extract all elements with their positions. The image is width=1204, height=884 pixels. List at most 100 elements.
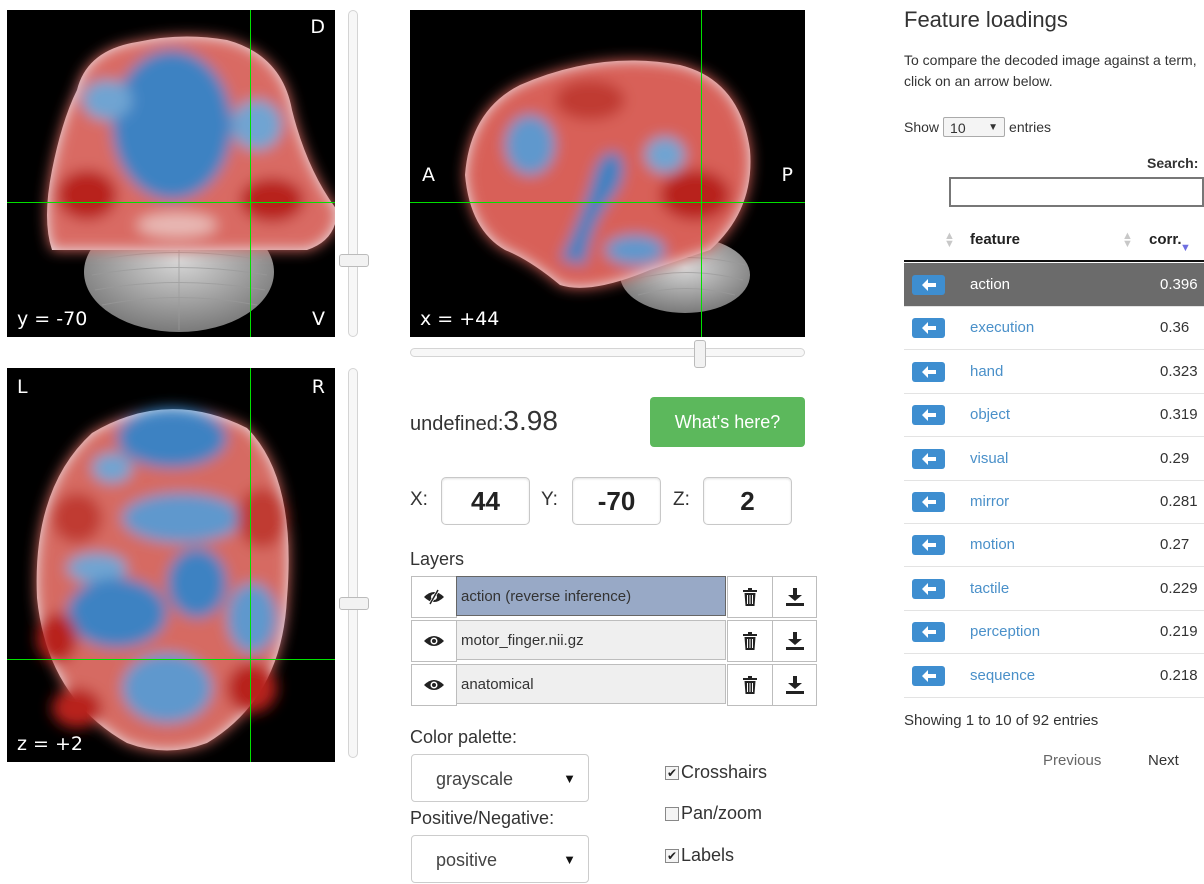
sagittal-view[interactable]: A P x = +44 [410,10,805,337]
voxel-value: undefined:3.98 [410,405,558,437]
visibility-toggle[interactable] [411,664,457,706]
corr-value: 0.281 [1160,493,1198,510]
labels-option[interactable]: ✔ Labels [665,845,734,866]
page-length-control: Show 10 ▼ entries [904,117,1051,137]
feature-link[interactable]: perception [970,623,1041,641]
column-header-feature[interactable]: feature [970,231,1021,248]
arrow-left-icon [921,452,936,465]
sagittal-slider-handle[interactable] [694,340,706,368]
page-length-select[interactable]: 10 ▼ [943,117,1006,137]
coronal-slider-track[interactable] [348,10,358,337]
trash-icon [743,632,757,650]
orientation-label-dorsal: D [310,16,325,38]
sort-both-icon: ▲ ▼ [1122,230,1133,250]
compare-arrow-button[interactable] [912,622,945,643]
labels-checkbox[interactable]: ✔ [665,848,679,863]
feature-link[interactable]: action [970,276,1011,293]
pos-neg-select[interactable]: positive ▼ [411,835,589,883]
arrow-left-icon [921,669,936,682]
delete-layer-button[interactable] [727,576,773,618]
trash-icon [743,588,757,606]
panzoom-option[interactable]: Pan/zoom [665,803,762,824]
compare-arrow-button[interactable] [912,535,945,556]
sagittal-slider-track[interactable] [410,348,805,357]
axial-view[interactable]: L R z = +2 [7,368,335,762]
crosshair-horizontal [7,202,335,203]
corr-value: 0.27 [1160,536,1190,554]
column-header-corr[interactable]: corr. [1149,231,1182,248]
compare-arrow-button[interactable] [912,578,945,599]
corr-value: 0.396 [1160,276,1198,293]
compare-arrow-button[interactable] [912,665,945,686]
coronal-view[interactable]: D V y = -70 [7,10,335,337]
corr-value: 0.218 [1160,666,1198,684]
value-name: undefined: [410,413,504,435]
crosshair-horizontal [410,202,805,203]
compare-arrow-button[interactable] [912,275,945,295]
dropdown-caret-icon: ▼ [988,122,999,133]
color-palette-value: grayscale [436,769,514,789]
table-row: execution 0.36 [904,306,1204,351]
table-header: ▲ ▼ feature ▲ ▼ corr. ▼ [904,220,1204,262]
download-layer-button[interactable] [772,664,817,706]
orientation-label-posterior: P [781,164,793,186]
z-coordinate-input[interactable]: 2 [703,477,792,525]
feature-link[interactable]: sequence [970,666,1036,684]
layer-name[interactable]: action (reverse inference) [456,576,726,616]
compare-arrow-button[interactable] [912,448,945,469]
arrow-left-icon [921,626,936,639]
orientation-label-anterior: A [422,164,435,186]
next-page-button[interactable]: Next [1148,752,1179,769]
feature-link[interactable]: hand [970,362,1004,380]
visibility-toggle[interactable] [411,620,457,662]
x-coordinate-input[interactable]: 44 [441,477,530,525]
corr-value: 0.323 [1160,362,1198,380]
layer-row[interactable]: anatomical [411,664,817,706]
compare-arrow-button[interactable] [912,318,945,339]
coronal-slider-handle[interactable] [339,254,369,267]
entries-label: entries [1009,119,1052,135]
download-layer-button[interactable] [772,576,817,618]
layer-name[interactable]: motor_finger.nii.gz [456,620,726,660]
axial-slider-track[interactable] [348,368,358,758]
eye-icon [424,680,444,690]
sort-both-icon: ▲ ▼ [944,230,955,250]
axial-slider-handle[interactable] [339,597,369,610]
feature-link[interactable]: tactile [970,579,1010,597]
compare-arrow-button[interactable] [912,361,945,382]
color-palette-label: Color palette: [410,727,518,747]
crosshairs-option[interactable]: ✔ Crosshairs [665,762,767,783]
feature-link[interactable]: execution [970,319,1035,337]
feature-link[interactable]: mirror [970,493,1010,510]
y-coordinate-input[interactable]: -70 [572,477,661,525]
corr-value: 0.219 [1160,623,1198,641]
search-input[interactable] [949,177,1204,207]
layer-row[interactable]: motor_finger.nii.gz [411,620,817,662]
previous-page-button[interactable]: Previous [1043,752,1102,769]
orientation-label-right: R [311,376,325,398]
feature-link[interactable]: motion [970,536,1016,554]
delete-layer-button[interactable] [727,620,773,662]
layer-name[interactable]: anatomical [456,664,726,704]
crosshairs-checkbox[interactable]: ✔ [665,765,679,780]
layer-row[interactable]: action (reverse inference) [411,576,817,618]
delete-layer-button[interactable] [727,664,773,706]
color-palette-select[interactable]: grayscale ▼ [411,754,589,802]
compare-arrow-button[interactable] [912,492,945,512]
download-layer-button[interactable] [772,620,817,662]
arrow-left-icon [921,365,936,378]
panzoom-checkbox[interactable] [665,806,679,821]
feature-link[interactable]: object [970,406,1011,424]
feature-loadings-description: To compare the decoded image against a t… [904,52,1197,89]
feature-loadings-title: Feature loadings [904,7,1068,32]
compare-arrow-button[interactable] [912,405,945,426]
eye-icon [424,636,444,646]
visibility-toggle[interactable] [411,576,457,618]
dropdown-caret-icon: ▼ [563,771,576,786]
crosshair-horizontal [7,659,335,660]
feature-link[interactable]: visual [970,449,1009,467]
whats-here-button[interactable]: What's here? [650,397,805,447]
arrow-left-icon [921,409,936,422]
table-row: sequence 0.218 [904,654,1204,698]
pos-neg-label: Positive/Negative: [410,808,555,828]
